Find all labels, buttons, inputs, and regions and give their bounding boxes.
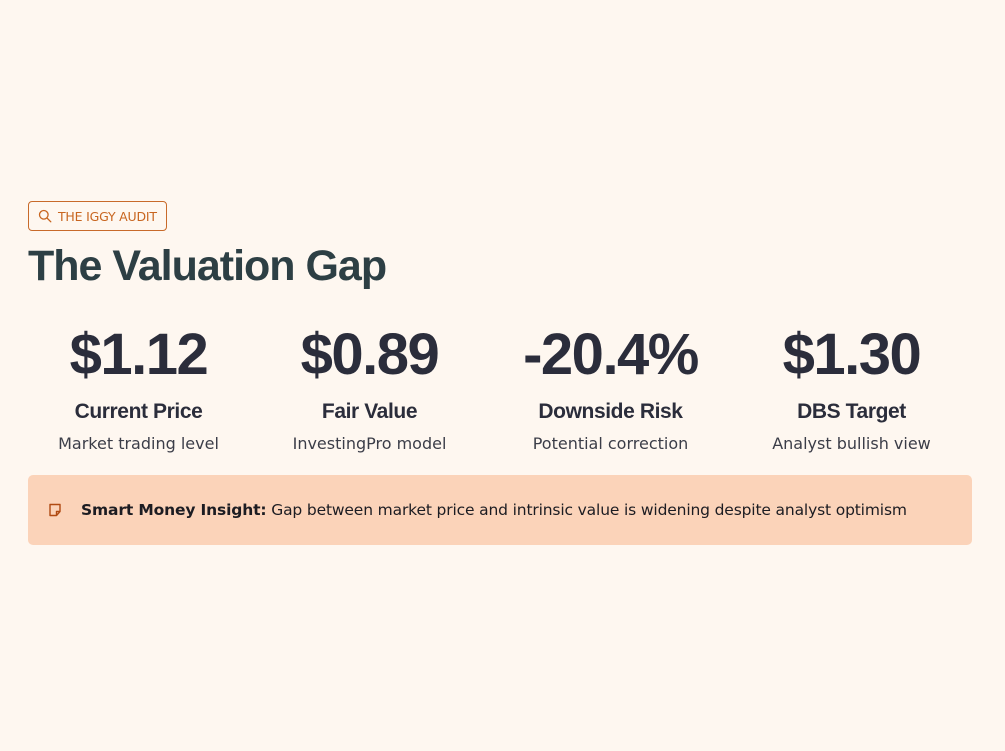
note-icon [47, 502, 81, 518]
page-title: The Valuation Gap [28, 242, 387, 290]
stat-subtitle: Analyst bullish view [772, 434, 931, 453]
stat-value: $1.12 [69, 322, 209, 387]
stat-value: -20.4% [523, 322, 699, 387]
insight-heading: Smart Money Insight: [81, 501, 267, 519]
stat-downside-risk: -20.4% Downside Risk Potential correctio… [490, 323, 731, 455]
stat-dbs-target: $1.30 DBS Target Analyst bullish view [731, 323, 972, 455]
stat-label: Downside Risk [538, 400, 683, 423]
insight-text: Smart Money Insight: Gap between market … [81, 501, 907, 519]
stat-subtitle: Potential correction [532, 434, 689, 453]
insight-banner: Smart Money Insight: Gap between market … [28, 475, 972, 545]
stat-fair-value: $0.89 Fair Value InvestingPro model [249, 323, 490, 455]
stat-current-price: $1.12 Current Price Market trading level [28, 323, 249, 455]
stat-label: DBS Target [797, 400, 906, 423]
stats-row: $1.12 Current Price Market trading level… [28, 323, 972, 455]
search-icon [38, 209, 52, 223]
valuation-card: THE IGGY AUDIT The Valuation Gap $1.12 C… [28, 201, 972, 545]
stat-subtitle: InvestingPro model [292, 434, 447, 453]
stat-value: $0.89 [300, 322, 440, 387]
insight-body: Gap between market price and intrinsic v… [271, 501, 907, 519]
stat-label: Current Price [74, 400, 203, 423]
stat-value: $1.30 [782, 322, 922, 387]
stat-label: Fair Value [321, 400, 418, 423]
audit-badge-label: THE IGGY AUDIT [58, 208, 157, 224]
audit-badge: THE IGGY AUDIT [28, 201, 167, 231]
stat-subtitle: Market trading level [58, 434, 219, 453]
